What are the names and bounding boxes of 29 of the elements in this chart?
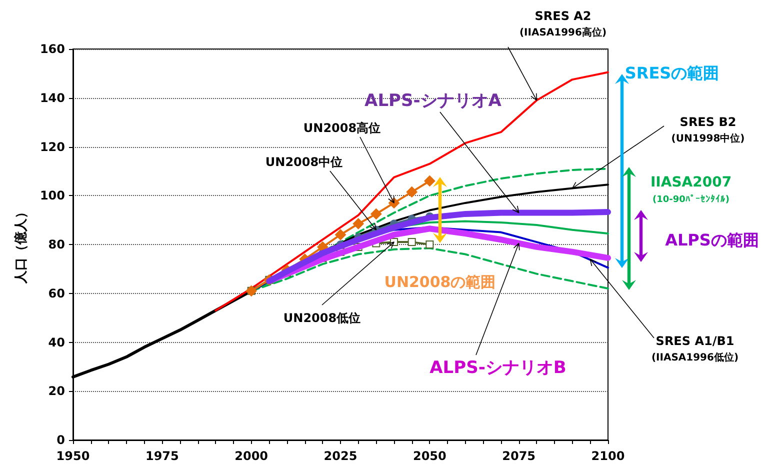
x-tick-label: 2000 bbox=[234, 449, 268, 463]
x-tick-label: 2100 bbox=[591, 449, 625, 463]
y-tick-label: 140 bbox=[40, 90, 65, 105]
x-tick-label: 1950 bbox=[56, 449, 90, 463]
y-axis-title: 人口（億人） bbox=[13, 206, 29, 284]
y-tick-label: 100 bbox=[40, 188, 65, 203]
x-tick-label: 2025 bbox=[324, 449, 358, 463]
y-tick-label: 60 bbox=[48, 286, 65, 300]
annotation: ALPS-シナリオB bbox=[430, 358, 566, 378]
x-tick-label: 2075 bbox=[502, 449, 536, 463]
x-tick-label: 1975 bbox=[145, 449, 179, 463]
y-tick-label: 0 bbox=[56, 433, 65, 447]
annotation: UN2008高位 bbox=[303, 121, 381, 135]
text: SRESの範囲 bbox=[624, 64, 720, 82]
annotation: SRES A2 (IIASA1996高位) bbox=[519, 9, 607, 38]
text: ALPSの範囲 bbox=[665, 230, 759, 250]
annotation: SRES B2 (UN1998中位) bbox=[671, 115, 745, 144]
annotation: ALPS-シナリオA bbox=[364, 91, 502, 111]
annotation: UN2008の範囲 bbox=[384, 273, 496, 291]
y-tick-label: 80 bbox=[48, 238, 65, 252]
y-tick-label: 160 bbox=[40, 42, 65, 56]
annotation: UN2008中位 bbox=[265, 155, 343, 169]
y-tick-label: 40 bbox=[48, 335, 65, 350]
x-tick-label: 2050 bbox=[412, 449, 446, 463]
y-tick-label: 120 bbox=[40, 140, 65, 154]
text: IIASA2007 (10-90ﾊﾟｰｾﾝﾀｲﾙ) bbox=[650, 174, 732, 205]
annotation: SRES A1/B1 (IIASA1996低位) bbox=[651, 334, 739, 364]
y-tick-label: 20 bbox=[48, 384, 65, 398]
annotation: UN2008低位 bbox=[283, 311, 361, 325]
